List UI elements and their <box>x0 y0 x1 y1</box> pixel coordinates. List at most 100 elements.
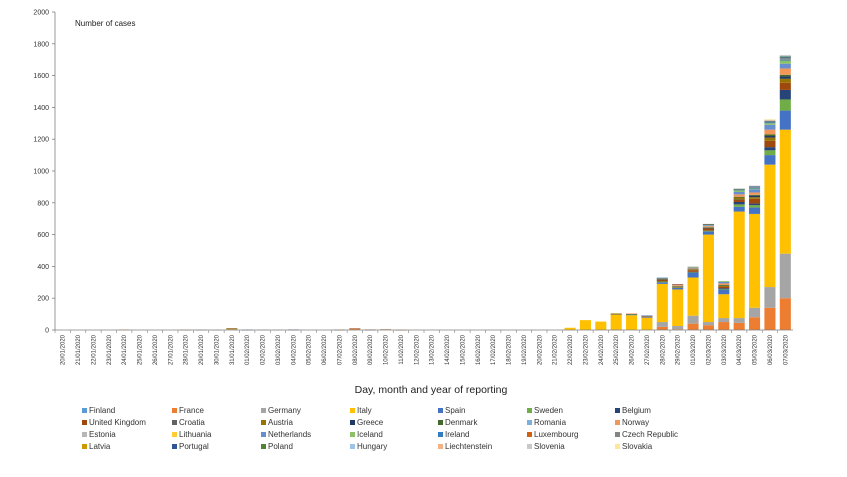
bar-segment <box>749 197 761 199</box>
bar-segment <box>764 123 776 125</box>
x-tick-label: 05/02/2020 <box>307 334 313 365</box>
bar-segment <box>779 63 791 69</box>
legend-swatch <box>438 408 443 413</box>
bar-segment <box>779 110 791 130</box>
bar-segment <box>764 119 776 120</box>
bar-segment <box>764 140 776 148</box>
bar-segment <box>610 313 622 315</box>
y-tick-label: 1200 <box>33 137 49 144</box>
bar-segment <box>641 317 653 330</box>
legend-swatch <box>172 444 177 449</box>
bar-segment <box>764 155 776 165</box>
bar-segment <box>702 224 714 225</box>
bar-segment <box>779 78 791 83</box>
legend-label: Norway <box>622 418 649 427</box>
x-tick-label: 01/03/2020 <box>691 334 697 365</box>
bar-segment <box>779 54 791 56</box>
x-tick-label: 01/02/2020 <box>245 334 251 365</box>
y-tick-label: 1600 <box>33 73 49 80</box>
x-tick-label: 27/01/2020 <box>168 334 174 365</box>
bar-segment <box>718 286 730 289</box>
bar-segment <box>733 211 745 319</box>
bar-segment <box>626 314 638 316</box>
bar-segment <box>687 266 699 268</box>
bar-segment <box>687 267 699 268</box>
bar-segment <box>764 307 776 330</box>
y-tick-label: 1000 <box>33 169 49 176</box>
legend-label: Belgium <box>622 406 651 415</box>
bar-segment <box>610 314 622 330</box>
y-tick-label: 1400 <box>33 105 49 112</box>
bar-segment <box>764 136 776 138</box>
x-tick-label: 06/03/2020 <box>768 334 774 365</box>
legend-swatch <box>350 444 355 449</box>
bar-segment <box>733 197 745 200</box>
bar-segment <box>702 231 714 235</box>
bar-segment <box>749 186 761 188</box>
bar-segment <box>779 55 791 57</box>
x-tick-label: 20/02/2020 <box>537 334 543 365</box>
bar-segment <box>595 321 607 330</box>
bar-segment <box>610 313 622 315</box>
x-tick-label: 07/03/2020 <box>783 334 789 365</box>
bar-segment <box>764 122 776 124</box>
legend-label: Ireland <box>445 430 469 439</box>
bar-segment <box>641 316 653 318</box>
bar-segment <box>749 317 761 330</box>
bar-segment <box>656 277 668 279</box>
bar-segment <box>733 322 745 330</box>
x-tick-label: 25/02/2020 <box>614 334 620 365</box>
bar-segment <box>702 225 714 227</box>
legend-swatch <box>82 420 87 425</box>
bar-segment <box>687 269 699 270</box>
bar-segment <box>733 191 745 195</box>
bar-segment <box>656 279 668 282</box>
legend-label: Netherlands <box>268 430 311 439</box>
bar-segment <box>749 188 761 190</box>
x-tick-label: 30/01/2020 <box>214 334 220 365</box>
x-tick-label: 31/01/2020 <box>230 334 236 365</box>
x-tick-label: 08/02/2020 <box>353 334 359 365</box>
x-tick-label: 28/01/2020 <box>184 334 190 365</box>
legend-swatch <box>350 432 355 437</box>
bar-segment <box>718 285 730 286</box>
legend-label: Latvia <box>89 442 111 451</box>
bar-segment <box>764 287 776 308</box>
x-tick-label: 05/03/2020 <box>753 334 759 365</box>
legend-label: Portugal <box>179 442 209 451</box>
bar-segment <box>764 121 776 123</box>
bar-segment <box>687 271 699 273</box>
legend-swatch <box>527 444 532 449</box>
x-tick-label: 11/02/2020 <box>399 334 405 364</box>
bar-segment <box>733 199 745 201</box>
x-tick-label: 24/02/2020 <box>599 334 605 365</box>
x-tick-label: 03/02/2020 <box>276 334 282 365</box>
legend-swatch <box>527 408 532 413</box>
bar-segment <box>733 206 745 212</box>
legend-swatch <box>82 444 87 449</box>
x-tick-label: 19/02/2020 <box>522 334 528 365</box>
bar-segment <box>718 285 730 287</box>
legend-swatch <box>350 408 355 413</box>
x-tick-label: 26/02/2020 <box>630 334 636 365</box>
legend-swatch <box>438 444 443 449</box>
bar-segment <box>687 267 699 269</box>
x-tick-label: 03/03/2020 <box>722 334 728 365</box>
bar-segment <box>226 329 238 330</box>
legend-label: Lithuania <box>179 430 212 439</box>
bar-segment <box>749 194 761 196</box>
y-tick-label: 2000 <box>33 10 49 17</box>
legend-swatch <box>261 420 266 425</box>
bar-segment <box>749 207 761 214</box>
bar-segment <box>702 223 714 225</box>
bar-segment <box>733 189 745 190</box>
bar-segment <box>626 315 638 330</box>
bar-segment <box>702 226 714 228</box>
legend-label: Romania <box>534 418 567 427</box>
legend-swatch <box>350 420 355 425</box>
legend-label: Czech Republic <box>622 430 678 439</box>
bar-segment <box>702 322 714 326</box>
legend-swatch <box>261 432 266 437</box>
bar-segment <box>779 59 791 61</box>
